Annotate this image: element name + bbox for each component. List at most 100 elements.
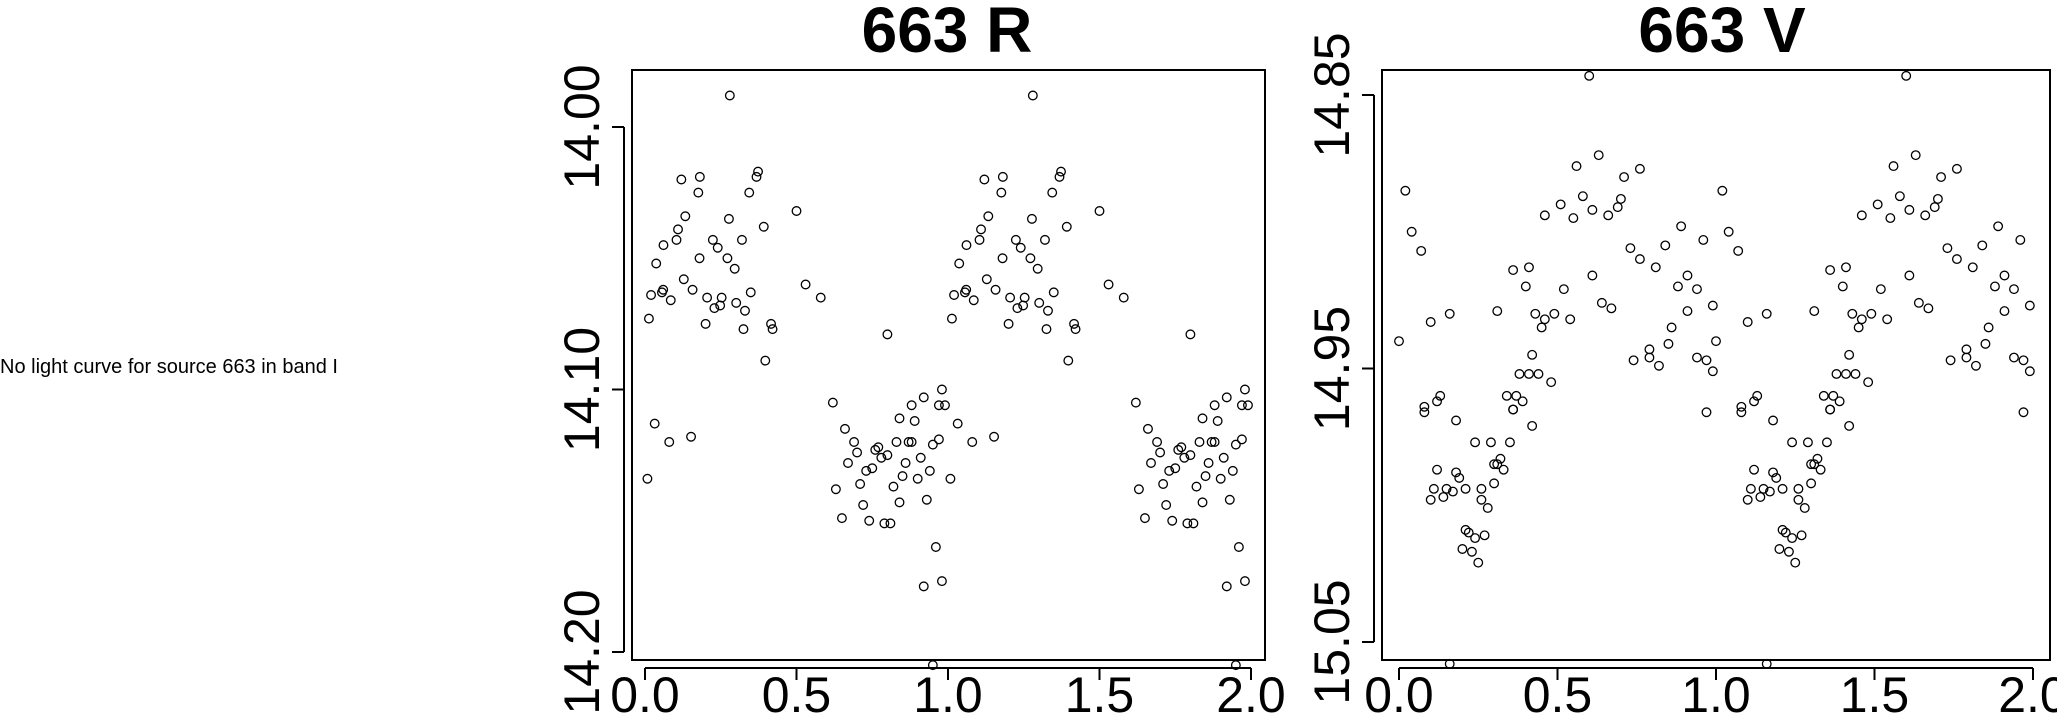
data-point — [1736, 401, 1747, 412]
data-point — [767, 324, 778, 335]
data-point — [1164, 465, 1175, 476]
data-point — [1993, 221, 2004, 232]
data-point — [1041, 324, 1052, 335]
data-point — [1438, 492, 1449, 502]
data-point — [1806, 459, 1817, 470]
data-point — [1176, 442, 1187, 453]
data-point — [1692, 284, 1702, 295]
data-point — [1476, 494, 1487, 505]
data-point — [1419, 401, 1430, 412]
data-point — [712, 242, 723, 253]
data-point — [940, 400, 950, 411]
x-tick-label: 1.5 — [1840, 667, 1910, 715]
data-point — [1233, 542, 1244, 552]
data-point — [1692, 352, 1702, 363]
data-point — [858, 500, 869, 510]
data-point — [702, 292, 713, 303]
y-tick-label: 14.85 — [1304, 32, 1360, 157]
data-point — [990, 284, 1001, 295]
data-point — [1010, 234, 1021, 245]
data-point — [1501, 390, 1512, 401]
data-point — [1698, 235, 1709, 245]
data-point — [1152, 437, 1163, 447]
data-point — [1546, 377, 1557, 388]
data-point — [855, 479, 866, 489]
data-point — [1774, 544, 1785, 554]
data-point — [1444, 308, 1455, 319]
data-point — [879, 518, 890, 529]
data-point — [1783, 546, 1794, 557]
data-point — [961, 240, 972, 251]
data-point — [1194, 437, 1205, 447]
data-point — [1416, 245, 1427, 256]
data-point — [1197, 413, 1208, 424]
data-point — [1761, 308, 1772, 319]
data-point — [1961, 344, 1972, 355]
data-point — [1479, 530, 1490, 541]
data-point — [1834, 396, 1845, 407]
data-point — [1977, 240, 1988, 251]
data-point — [1520, 281, 1531, 292]
data-point — [1571, 161, 1582, 172]
data-point — [760, 355, 771, 366]
data-point — [729, 263, 740, 274]
data-point — [882, 450, 893, 461]
data-point — [989, 431, 1000, 442]
data-point — [646, 290, 657, 300]
data-point — [1711, 336, 1721, 347]
data-point — [1660, 240, 1671, 251]
data-point — [882, 329, 893, 340]
data-point — [1717, 185, 1728, 196]
data-point — [651, 258, 662, 269]
data-point — [1796, 530, 1807, 541]
data-point — [1603, 210, 1614, 221]
data-point — [1612, 202, 1623, 213]
data-point — [1847, 308, 1858, 319]
data-point — [694, 171, 705, 182]
data-point — [678, 274, 689, 285]
data-point — [921, 494, 932, 505]
data-point — [954, 258, 965, 269]
data-point — [1203, 458, 1214, 468]
data-point — [1130, 397, 1141, 408]
data-point — [1070, 324, 1081, 335]
data-point — [1650, 262, 1661, 273]
data-point — [1432, 464, 1442, 475]
data-point — [715, 300, 726, 311]
data-point — [665, 295, 676, 306]
data-point — [1406, 226, 1417, 237]
data-point — [1742, 494, 1753, 505]
x-tick-label: 0.5 — [1523, 667, 1593, 715]
data-point — [1441, 483, 1452, 494]
data-point — [1025, 253, 1036, 264]
data-point — [1799, 503, 1810, 513]
data-point — [979, 174, 990, 185]
data-point — [649, 418, 660, 429]
data-point — [1882, 314, 1893, 325]
data-point — [1701, 355, 1712, 366]
data-point — [1200, 471, 1211, 482]
data-point — [1454, 472, 1465, 483]
x-tick-label: 0.0 — [610, 667, 680, 715]
data-point — [1764, 486, 1775, 497]
data-point — [673, 224, 683, 235]
data-point — [968, 295, 979, 306]
data-point — [694, 253, 705, 264]
data-point — [2024, 300, 2035, 311]
data-point — [983, 211, 994, 222]
data-point — [1809, 306, 1820, 317]
data-point — [1032, 263, 1043, 274]
data-point — [1707, 366, 1718, 377]
data-point — [1170, 463, 1181, 474]
data-point — [1663, 338, 1674, 349]
data-point — [981, 274, 992, 285]
x-tick-label: 2.0 — [1998, 667, 2057, 715]
data-point — [709, 303, 720, 314]
data-point — [918, 392, 929, 403]
data-point — [1780, 527, 1791, 538]
data-point — [1069, 318, 1079, 329]
data-point — [946, 313, 957, 324]
data-point — [1451, 467, 1462, 478]
data-point — [1185, 450, 1196, 461]
data-point — [1173, 444, 1184, 455]
